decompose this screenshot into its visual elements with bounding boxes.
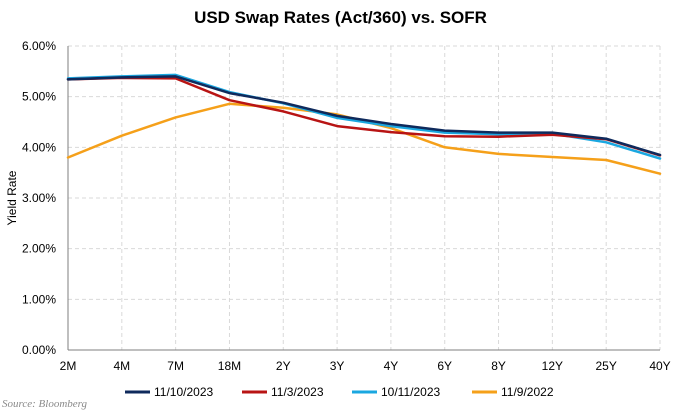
series-line: [66, 76, 662, 157]
x-tick-label: 12Y: [542, 359, 563, 373]
x-tick-label: 4M: [113, 359, 130, 373]
x-tick-label: 25Y: [596, 359, 617, 373]
legend-label: 10/11/2023: [381, 385, 440, 399]
x-tick-label: 40Y: [649, 359, 670, 373]
chart-title: USD Swap Rates (Act/360) vs. SOFR: [194, 8, 487, 27]
y-axis-label: Yield Rate: [5, 170, 19, 225]
x-tick-label: 3Y: [330, 359, 345, 373]
y-tick-label: 5.00%: [22, 90, 56, 104]
series-line: [66, 73, 662, 160]
y-tick-label: 1.00%: [22, 292, 56, 306]
y-tick-label: 2.00%: [22, 242, 56, 256]
x-tick-label: 8Y: [491, 359, 506, 373]
series-line: [66, 102, 662, 175]
y-tick-label: 4.00%: [22, 140, 56, 154]
x-tick-label: 18M: [218, 359, 241, 373]
legend-label: 11/10/2023: [154, 385, 213, 399]
x-tick-label: 7M: [167, 359, 184, 373]
x-tick-label: 4Y: [384, 359, 399, 373]
y-tick-label: 0.00%: [22, 343, 56, 357]
y-tick-label: 3.00%: [22, 191, 56, 205]
y-tick-label: 6.00%: [22, 39, 56, 53]
x-tick-label: 6Y: [437, 359, 452, 373]
source-note: Source: Bloomberg: [2, 398, 88, 410]
legend-label: 11/3/2023: [271, 385, 324, 399]
series-line: [66, 75, 662, 157]
legend-label: 11/9/2022: [501, 385, 554, 399]
x-tick-label: 2Y: [276, 359, 291, 373]
x-tick-label: 2M: [60, 359, 77, 373]
